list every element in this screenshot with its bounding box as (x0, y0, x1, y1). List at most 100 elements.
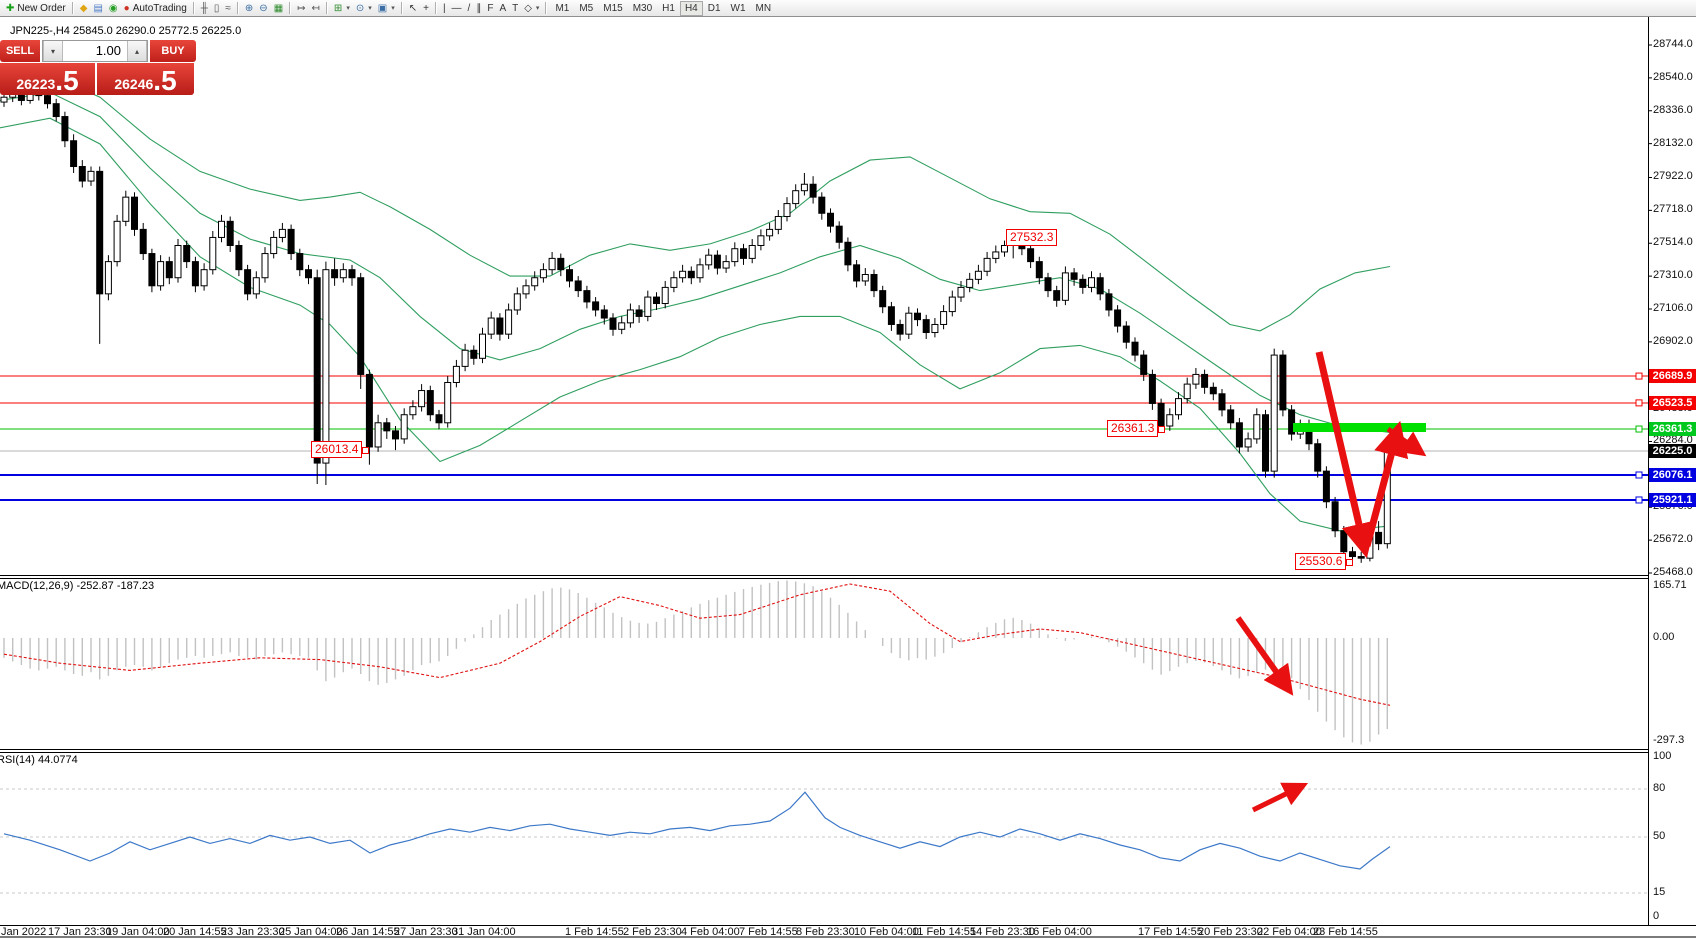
time-axis-label: Jan 2022 (1, 926, 47, 938)
indicators-icon-dropdown[interactable]: ▾ (346, 5, 350, 12)
channel-icon: ∥ (476, 2, 482, 14)
candle-body (539, 269, 547, 279)
candle-body (1061, 272, 1069, 301)
price-tick-label: 27106.0 (1653, 302, 1693, 314)
candle-body (96, 170, 104, 295)
bollinger-upper (0, 74, 1391, 332)
sell-price[interactable]: 26223. 5 (0, 63, 95, 95)
buy-price[interactable]: 26246. 5 (97, 63, 194, 95)
auto-scroll-icon[interactable]: ↦ (294, 1, 308, 16)
timeframe-d1[interactable]: D1 (707, 2, 721, 14)
fibonacci-icon[interactable]: F (484, 1, 496, 16)
price-annotation[interactable]: 27532.3 (1006, 229, 1058, 246)
time-axis-label: 22 Feb 04:00 (1257, 926, 1322, 938)
indicators-icon[interactable]: ⊞ ▾ (331, 1, 353, 16)
cursor-icon[interactable]: ↖ (406, 1, 420, 16)
candle-body (305, 269, 312, 279)
expert-advisors-icon[interactable]: ◆ (77, 1, 91, 16)
line-chart-icon: ≈ (225, 2, 231, 14)
shapes-icon-dropdown[interactable]: ▾ (535, 5, 540, 12)
candle-body (783, 203, 791, 217)
timeframe-w1[interactable]: W1 (730, 2, 746, 14)
line-anchor-square (1635, 372, 1643, 380)
auto-scroll-icon: ↦ (297, 2, 306, 14)
volume-increase-button[interactable]: ▴ (127, 41, 147, 61)
timeframe-m1[interactable]: M1 (555, 2, 570, 14)
toolbar-separator (71, 2, 74, 14)
fibonacci-icon: F (487, 2, 494, 14)
tile-windows-icon[interactable]: ▦ (271, 1, 286, 16)
candle-body (531, 277, 539, 287)
candle-body (966, 278, 974, 288)
line-anchor-square (1635, 471, 1643, 479)
volume-decrease-button[interactable]: ▾ (43, 41, 63, 61)
new-order-button[interactable]: ✚ New Order (3, 1, 69, 16)
candle-body (679, 270, 687, 279)
zoom-in-icon[interactable]: ⊕ (242, 1, 256, 16)
horizontal-line-icon[interactable]: — (449, 1, 465, 16)
channel-icon[interactable]: ∥ (473, 1, 484, 16)
chart-title: JPN225-,H4 25845.0 26290.0 25772.5 26225… (10, 25, 242, 37)
candle-body (635, 309, 643, 317)
autotrading-button[interactable]: ● AutoTrading (121, 1, 190, 16)
zoom-out-icon: ⊖ (259, 2, 268, 14)
bar-chart-icon[interactable]: ╫ (198, 1, 211, 16)
price-badge: 25921.1 (1649, 492, 1696, 507)
price-annotation[interactable]: 26013.4 (311, 441, 370, 458)
price-badge: 26523.5 (1649, 395, 1696, 410)
candle-body (78, 166, 86, 182)
vertical-line-icon: | (442, 2, 446, 14)
annotation-anchor-square (362, 446, 370, 454)
trendline-icon[interactable]: / (465, 1, 474, 16)
periods-icon[interactable]: ⊙ ▾ (353, 1, 375, 16)
trend-arrow (1315, 351, 1376, 559)
buy-button[interactable]: BUY (150, 40, 196, 62)
candlestick-chart-icon[interactable]: ▯ (211, 1, 223, 16)
periods-icon-dropdown[interactable]: ▾ (368, 5, 372, 12)
timeframe-h1[interactable]: H1 (662, 2, 675, 14)
candle-body (748, 244, 756, 259)
candle-body (1288, 409, 1296, 435)
chart-shift-icon[interactable]: ↤ (309, 1, 323, 16)
candle-body (0, 96, 8, 103)
templates-icon-dropdown[interactable]: ▾ (391, 5, 395, 12)
vertical-line-icon[interactable]: | (440, 1, 449, 16)
timeframe-m5[interactable]: M5 (579, 2, 594, 14)
trend-arrow (1386, 426, 1427, 457)
candle-body (365, 373, 373, 448)
sounds-icon[interactable]: ◉ (106, 1, 121, 16)
crosshair-icon[interactable]: + (420, 1, 432, 16)
toolbar-separator (434, 2, 437, 14)
trend-arrow (1251, 782, 1309, 813)
line-chart-icon[interactable]: ≈ (222, 1, 234, 16)
sell-button[interactable]: SELL (0, 40, 40, 62)
candle-body (218, 220, 225, 238)
candle-body (479, 333, 486, 359)
price-annotation[interactable]: 25530.6 (1295, 553, 1354, 570)
timeframe-m30[interactable]: M30 (632, 2, 653, 14)
candle-body (914, 312, 921, 321)
timeframe-mn[interactable]: MN (755, 2, 772, 14)
volume-box: ▾ 1.00 ▴ (42, 40, 148, 62)
candle-body (1105, 293, 1113, 311)
label-icon[interactable]: T (509, 1, 521, 16)
zoom-out-icon[interactable]: ⊖ (256, 1, 270, 16)
price-tick-label: 28540.0 (1653, 70, 1693, 83)
scripts-icon[interactable]: ▤ (90, 1, 105, 16)
price-annotation[interactable]: 26361.3 (1107, 420, 1166, 437)
text-icon[interactable]: A (496, 1, 509, 16)
text-icon: A (499, 2, 507, 14)
candle-body (1244, 438, 1252, 448)
shapes-icon[interactable]: ◇ ▾ (521, 1, 542, 16)
timeframe-h4[interactable]: H4 (679, 0, 703, 16)
timeframe-m15[interactable]: M15 (603, 2, 623, 14)
time-axis-label: 27 Jan 23:30 (394, 926, 458, 938)
templates-icon[interactable]: ▣ ▾ (375, 1, 398, 16)
candle-body (1279, 354, 1287, 411)
volume-input[interactable]: 1.00 (95, 43, 121, 58)
candle-body (122, 196, 130, 222)
candle-body (409, 406, 417, 416)
candle-body (157, 261, 165, 287)
cursor-icon: ↖ (408, 2, 418, 14)
